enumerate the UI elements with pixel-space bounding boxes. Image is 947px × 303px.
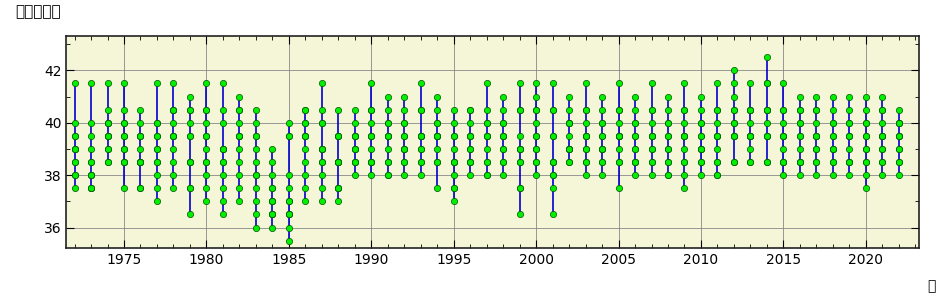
Text: 北緯（度）: 北緯（度） [15, 4, 61, 19]
Text: 年: 年 [927, 280, 936, 294]
